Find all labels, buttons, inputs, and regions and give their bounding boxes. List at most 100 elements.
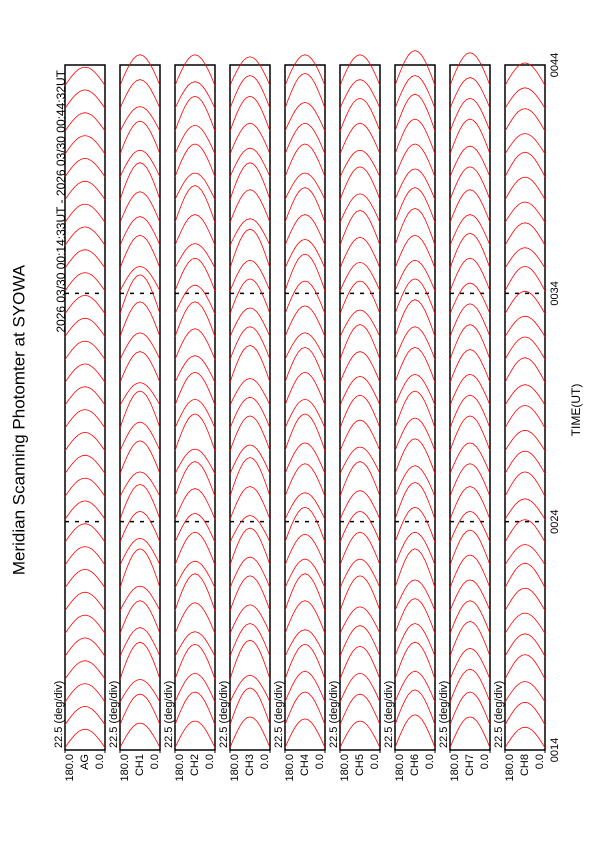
scan-trace — [449, 394, 491, 429]
scale-label: 22.5 (deg/div) — [328, 681, 340, 748]
scan-trace — [394, 93, 436, 132]
scan-trace — [394, 714, 436, 748]
scan-trace — [449, 118, 491, 155]
scan-trace — [119, 54, 161, 86]
scan-trace — [394, 670, 436, 703]
scan-trace — [284, 305, 326, 337]
y-tick-label: 0.0 — [94, 754, 106, 769]
scan-trace — [119, 149, 161, 178]
scan-trace — [64, 340, 106, 360]
scan-trace — [229, 515, 271, 543]
scan-trace — [284, 506, 326, 543]
scan-trace — [339, 236, 381, 269]
y-tick-label: 0.0 — [534, 754, 546, 769]
scan-trace — [229, 575, 271, 611]
scan-trace — [339, 510, 381, 543]
scan-trace — [119, 301, 161, 337]
scan-trace — [504, 519, 546, 543]
scan-trace — [229, 716, 271, 748]
scan-trace — [504, 151, 546, 178]
scan-trace — [119, 440, 161, 474]
scan-trace — [284, 718, 326, 748]
scan-trace — [449, 303, 491, 337]
y-tick-label: 180.0 — [394, 754, 406, 782]
scan-trace — [339, 672, 381, 703]
scan-trace — [229, 122, 271, 155]
scan-trace — [284, 238, 326, 269]
scan-trace — [504, 681, 546, 703]
scan-trace — [284, 398, 326, 429]
scan-trace — [449, 373, 491, 406]
scan-trace — [174, 371, 216, 406]
scan-trace — [174, 284, 216, 315]
scan-trace — [284, 670, 326, 703]
scan-trace — [119, 471, 161, 497]
scan-trace — [64, 591, 106, 611]
scan-trace — [504, 498, 546, 520]
scan-trace — [119, 79, 161, 109]
scan-trace — [229, 396, 271, 429]
scan-trace — [394, 299, 436, 337]
scan-trace — [174, 214, 216, 246]
scan-trace — [119, 627, 161, 657]
scan-trace — [284, 573, 326, 611]
scale-label: 22.5 (deg/div) — [438, 681, 450, 748]
scan-trace — [339, 193, 381, 223]
scan-trace — [394, 234, 436, 269]
scan-trace — [339, 625, 381, 657]
scan-trace — [64, 431, 106, 452]
scale-label: 22.5 (deg/div) — [108, 681, 120, 748]
scan-trace — [504, 404, 546, 429]
scan-trace — [504, 471, 546, 497]
scan-trace — [229, 278, 271, 315]
scan-trace — [339, 309, 381, 337]
x-axis-label: TIME(UT) — [569, 384, 583, 437]
scan-trace — [64, 409, 106, 429]
scan-trace — [449, 529, 491, 566]
x-tick-label: 0024 — [549, 509, 561, 533]
scale-label: 22.5 (deg/div) — [493, 681, 505, 748]
scan-trace — [449, 232, 491, 269]
scan-trace — [229, 228, 271, 269]
scan-trace — [339, 79, 381, 109]
scan-trace — [394, 143, 436, 178]
scan-trace — [504, 429, 546, 452]
scan-trace — [174, 643, 216, 680]
scan-trace — [284, 492, 326, 520]
scan-trace — [229, 344, 271, 383]
scan-trace — [504, 133, 546, 155]
panel-frame — [284, 64, 326, 751]
scan-trace — [64, 500, 106, 520]
scan-trace — [339, 149, 381, 178]
y-tick-label: 180.0 — [229, 754, 241, 782]
scan-trace — [394, 506, 436, 543]
scan-trace — [394, 641, 436, 680]
scan-trace — [394, 579, 436, 611]
scan-trace — [449, 166, 491, 200]
scan-trace — [284, 629, 326, 657]
scan-trace — [119, 332, 161, 360]
scan-trace — [394, 187, 436, 223]
panel-frame — [119, 64, 161, 751]
scan-trace — [229, 259, 271, 292]
y-tick-label: 180.0 — [64, 754, 76, 782]
scan-trace — [504, 726, 546, 748]
scan-trace — [394, 346, 436, 383]
scan-trace — [284, 371, 326, 406]
scan-trace — [449, 647, 491, 680]
scan-trace — [229, 486, 271, 520]
scan-trace — [229, 75, 271, 109]
scan-trace — [64, 546, 106, 566]
scan-trace — [119, 510, 161, 543]
y-tick-label: 0.0 — [149, 754, 161, 769]
scan-trace — [174, 602, 216, 634]
scan-trace — [339, 54, 381, 86]
scan-trace — [339, 558, 381, 589]
scan-trace — [394, 50, 436, 86]
scan-trace — [119, 162, 161, 200]
scan-trace — [339, 97, 381, 132]
scale-label: 22.5 (deg/div) — [53, 681, 65, 748]
scan-trace — [504, 384, 546, 406]
scan-trace — [284, 280, 326, 315]
scan-trace — [174, 81, 216, 109]
